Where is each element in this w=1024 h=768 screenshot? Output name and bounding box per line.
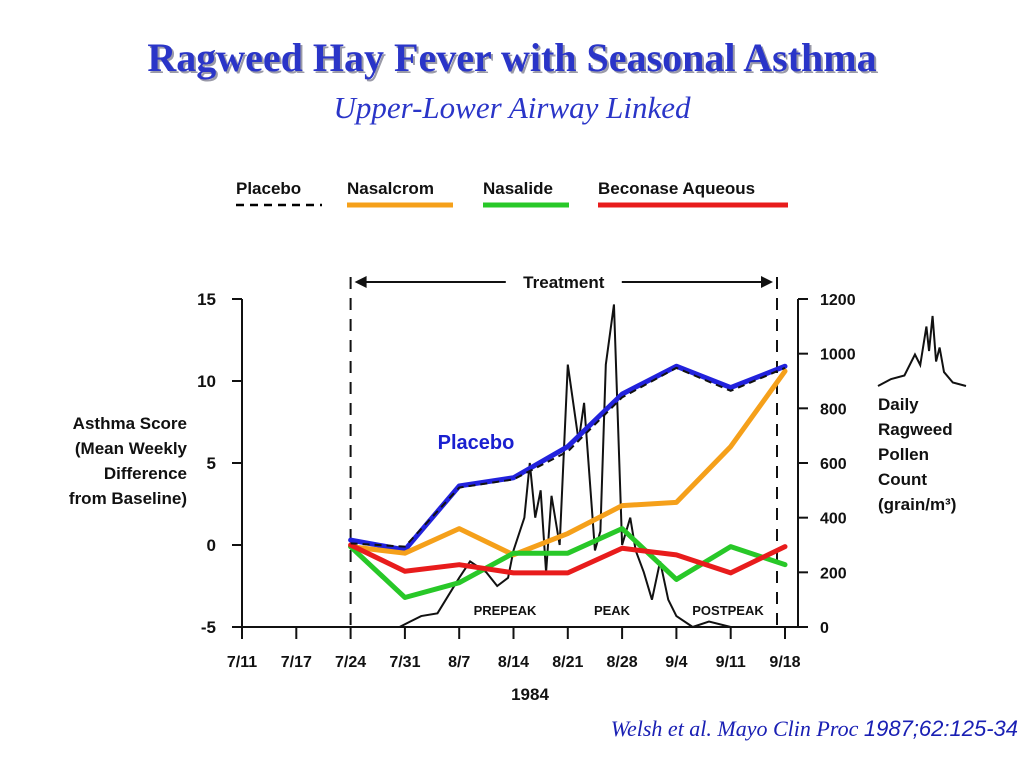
x-tick-label: 7/31 <box>389 654 420 671</box>
x-tick-label: 7/24 <box>335 654 366 671</box>
y2-axis-title-line: Pollen <box>878 445 929 464</box>
y2-axis-title-line: Ragweed <box>878 420 953 439</box>
x-tick-label: 8/14 <box>498 654 529 671</box>
legend-label: Placebo <box>236 179 301 198</box>
y-axis-title-line: (Mean Weekly <box>75 439 188 458</box>
y2-tick-label: 1000 <box>820 347 856 364</box>
legend-label: Nasalcrom <box>347 179 434 198</box>
y-tick-label: 0 <box>207 536 216 555</box>
arrowhead-left-icon <box>354 276 367 288</box>
y2-tick-label: 200 <box>820 565 847 582</box>
legend-label: Beconase Aqueous <box>598 179 755 198</box>
slide-subtitle: Upper-Lower Airway Linked <box>333 90 691 125</box>
phase-label: PEAK <box>594 603 631 618</box>
y2-tick-label: 0 <box>820 620 829 637</box>
x-tick-label: 8/21 <box>552 654 583 671</box>
x-tick-label: 9/4 <box>665 654 687 671</box>
citation-reference: 1987;62:125-34 <box>863 716 1018 741</box>
y-tick-label: 15 <box>197 290 216 309</box>
score-series <box>348 363 788 600</box>
series-line <box>348 542 788 576</box>
x-axis-title: 1984 <box>511 685 549 704</box>
phase-label: PREPEAK <box>474 603 537 618</box>
y-tick-label: -5 <box>201 618 216 637</box>
x-tick-label: 8/7 <box>448 654 470 671</box>
mini-pollen-line <box>877 315 967 387</box>
x-tick-label: 7/11 <box>227 654 257 671</box>
series-line <box>348 526 788 600</box>
placebo-series-label: Placebo <box>438 432 515 454</box>
citation: Welsh et al. Mayo Clin Proc 1987;62:125-… <box>611 716 1018 742</box>
y2-tick-label: 1200 <box>820 292 856 309</box>
y-tick-label: 5 <box>207 454 216 473</box>
y2-axis-title-line: (grain/m³) <box>878 495 956 514</box>
citation-text: Welsh et al. Mayo Clin Proc <box>610 716 859 741</box>
y-tick-label: 10 <box>197 372 216 391</box>
y2-axis-title-line: Count <box>878 470 927 489</box>
arrowhead-right-icon <box>761 276 773 288</box>
slide-title: Ragweed Hay Fever with Seasonal Asthma <box>147 35 877 80</box>
y2-tick-label: 400 <box>820 511 847 528</box>
x-tick-label: 7/17 <box>281 654 312 671</box>
chart-labels: Placebo PREPEAK PEAK POSTPEAK Asthma Score (M… <box>69 395 956 704</box>
series-line <box>348 363 788 553</box>
x-tick-label: 9/18 <box>769 654 800 671</box>
y2-axis-title-line: Daily <box>878 395 919 414</box>
y-axis-title-line: from Baseline) <box>69 489 187 508</box>
y2-tick-label: 600 <box>820 456 847 473</box>
x-tick-label: 9/11 <box>716 654 746 671</box>
phase-label: POSTPEAK <box>692 603 764 618</box>
series-line <box>348 368 788 558</box>
pollen-series <box>318 304 967 629</box>
pollen-line <box>318 304 753 629</box>
y2-tick-label: 800 <box>820 401 847 418</box>
y-axis-title-line: Asthma Score <box>73 414 187 433</box>
y-axis-title-line: Difference <box>104 464 187 483</box>
treatment-label: Treatment <box>523 273 605 292</box>
x-tick-label: 8/28 <box>607 654 638 671</box>
legend-label: Nasalide <box>483 179 553 198</box>
chart-legend: Placebo Nasalcrom Nasalide Beconase Aqueous <box>236 179 788 208</box>
